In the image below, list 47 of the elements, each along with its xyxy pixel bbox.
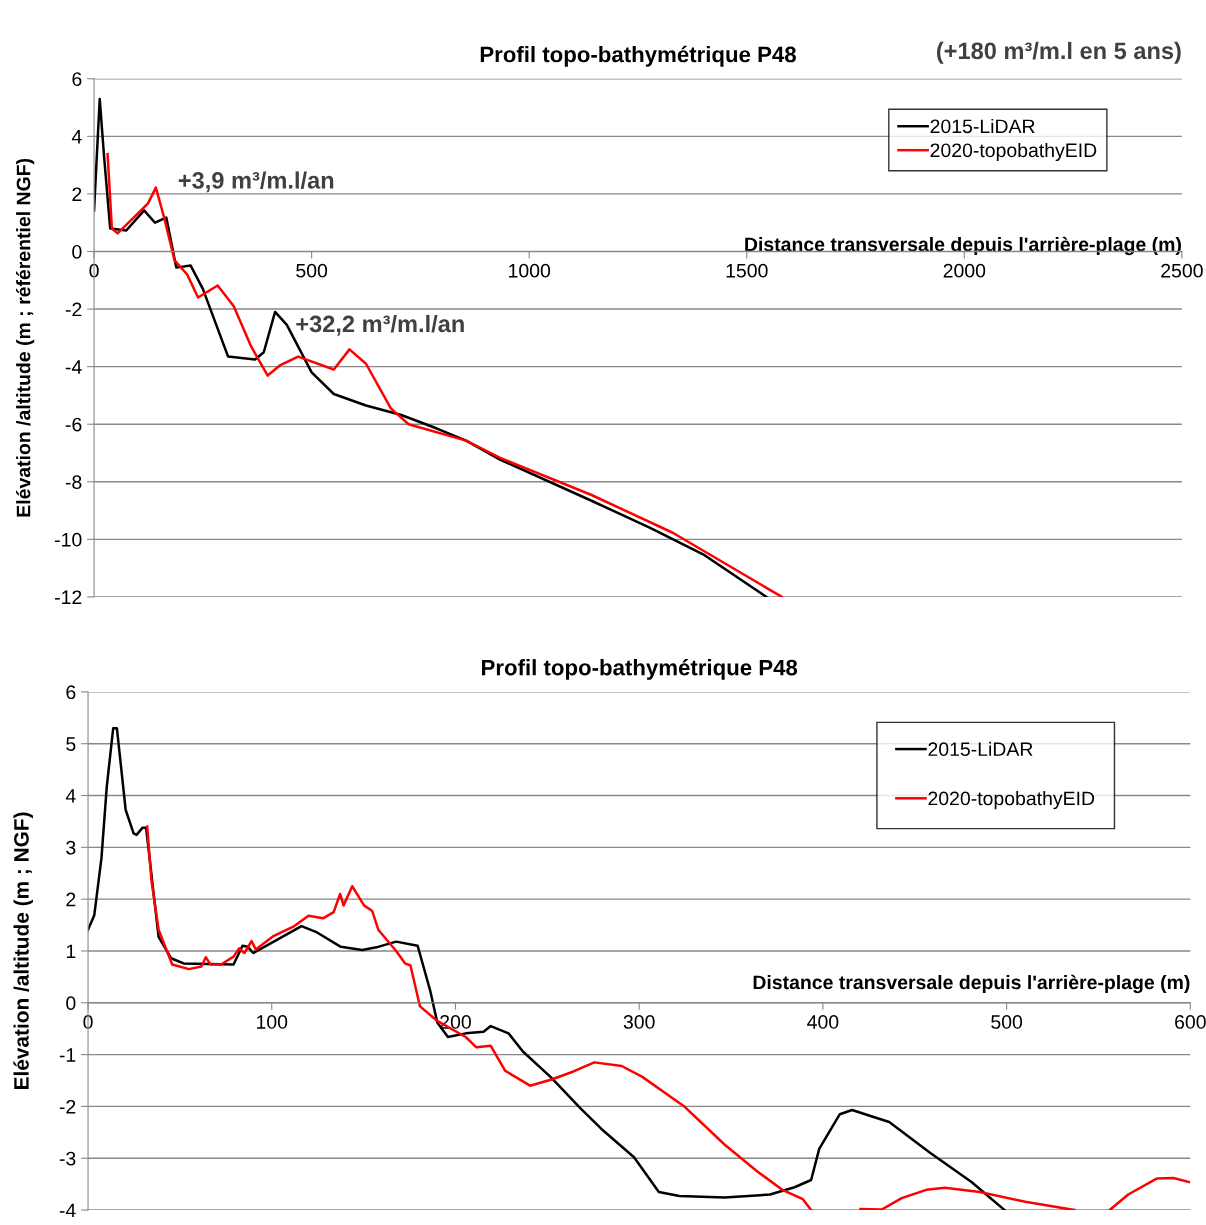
y-tick-label: 1 [66, 944, 76, 959]
x-tick-label: 500 [991, 1015, 1023, 1029]
x-tick-label: 2000 [943, 263, 986, 278]
y-tick-label: -8 [65, 475, 82, 490]
y-tick-label: -4 [59, 1203, 76, 1218]
y-tick-label: -3 [59, 1151, 76, 1166]
y-tick-label: 2 [66, 892, 76, 907]
y-axis-title: Elévation /altitude (m ; NGF) [13, 812, 33, 1090]
y-tick-label: 6 [72, 72, 82, 86]
x-tick-label: 2500 [1161, 263, 1203, 278]
legend-label: 2015-LiDAR [930, 118, 1035, 134]
y-tick-label: -4 [65, 360, 82, 374]
x-tick-label: 1000 [509, 263, 551, 278]
y-tick-label: 5 [66, 737, 76, 751]
x-tick-label: 400 [807, 1015, 839, 1029]
y-tick-label: 4 [65, 789, 76, 803]
y-tick-label: 0 [72, 244, 82, 259]
legend-label: 2015-LiDAR [928, 741, 1033, 757]
x-tick-label: 1500 [726, 263, 768, 278]
x-tick-label: 500 [296, 263, 328, 278]
x-tick-label: 200 [440, 1015, 471, 1029]
x-tick-label: 300 [623, 1015, 655, 1029]
x-axis-title: Distance transversale depuis l'arrière-plage (m) [753, 974, 1190, 994]
text: (+180 m³/m.l en 5 ans) [937, 41, 1181, 64]
y-axis-title: Elévation /altitude (m ; référentiel NGF) [15, 158, 35, 517]
y-tick-label: 0 [66, 996, 76, 1011]
legend-label: 2020-topobathyEID [930, 142, 1097, 162]
y-tick-label: 4 [71, 130, 82, 144]
annotation: +3,9 m³/m.l/an [178, 171, 334, 193]
x-tick-label: 0 [83, 1015, 93, 1029]
y-tick-label: -2 [59, 1099, 76, 1114]
y-tick-label: -6 [65, 417, 82, 432]
x-axis-title: Distance transversale depuis l'arrière-plage (m) [745, 236, 1181, 256]
x-tick-label: 600 [1175, 1015, 1206, 1029]
x-tick-label: 0 [89, 263, 99, 278]
legend-label: 2020-topobathyEID [928, 791, 1095, 810]
y-tick-label: -2 [65, 302, 82, 317]
y-tick-label: 2 [72, 187, 82, 201]
x-tick-label: 100 [257, 1015, 288, 1029]
chart-title: Profil topo-bathymétrique P48 [482, 658, 798, 680]
y-tick-label: -10 [55, 532, 82, 547]
chart-title: Profil topo-bathymétrique P48 [480, 45, 796, 67]
y-tick-label: -1 [59, 1048, 76, 1062]
y-tick-label: 6 [66, 685, 76, 700]
annotation: +32,2 m³/m.l/an [296, 314, 464, 336]
y-tick-label: 3 [66, 840, 76, 855]
y-tick-label: -12 [55, 590, 82, 604]
